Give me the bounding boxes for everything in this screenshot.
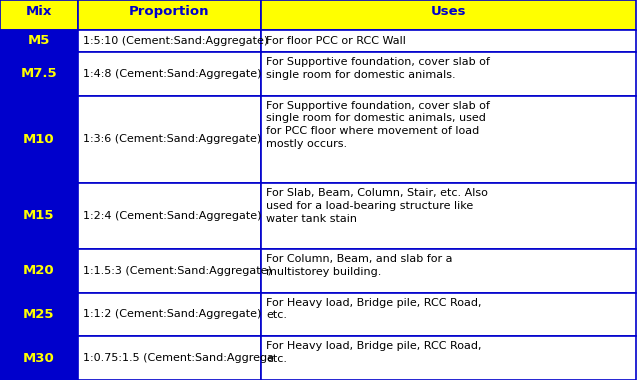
Bar bbox=[78, 30, 261, 52]
Text: 1:4:8 (Cement:Sand:Aggregate): 1:4:8 (Cement:Sand:Aggregate) bbox=[83, 69, 262, 79]
Text: 1:5:10 (Cement:Sand:Aggregate): 1:5:10 (Cement:Sand:Aggregate) bbox=[83, 36, 268, 46]
Text: For Heavy load, Bridge pile, RCC Road,
etc.: For Heavy load, Bridge pile, RCC Road, e… bbox=[266, 298, 481, 320]
Text: For Supportive foundation, cover slab of
single room for domestic animals.: For Supportive foundation, cover slab of… bbox=[266, 57, 490, 80]
Bar bbox=[261, 249, 636, 293]
Bar bbox=[261, 293, 636, 336]
Bar bbox=[261, 96, 636, 183]
Text: 1:0.75:1.5 (Cement:Sand:Aggrega: 1:0.75:1.5 (Cement:Sand:Aggrega bbox=[83, 353, 274, 363]
Bar bbox=[261, 30, 636, 52]
Text: Mix: Mix bbox=[26, 5, 52, 18]
Bar bbox=[78, 249, 261, 293]
Text: For Supportive foundation, cover slab of
single room for domestic animals, used
: For Supportive foundation, cover slab of… bbox=[266, 101, 490, 149]
Bar bbox=[0, 336, 78, 380]
Text: M10: M10 bbox=[23, 133, 55, 146]
Bar bbox=[261, 183, 636, 249]
Bar bbox=[0, 183, 78, 249]
Bar bbox=[78, 183, 261, 249]
Bar bbox=[0, 293, 78, 336]
Text: For Heavy load, Bridge pile, RCC Road,
etc.: For Heavy load, Bridge pile, RCC Road, e… bbox=[266, 341, 481, 364]
Bar bbox=[78, 0, 261, 30]
Bar bbox=[0, 96, 78, 183]
Text: For Column, Beam, and slab for a
multistorey building.: For Column, Beam, and slab for a multist… bbox=[266, 254, 453, 277]
Bar bbox=[78, 52, 261, 96]
Text: 1:1:2 (Cement:Sand:Aggregate): 1:1:2 (Cement:Sand:Aggregate) bbox=[83, 309, 262, 319]
Bar bbox=[0, 52, 78, 96]
Bar bbox=[78, 293, 261, 336]
Text: Uses: Uses bbox=[431, 5, 466, 18]
Bar bbox=[0, 249, 78, 293]
Text: M30: M30 bbox=[23, 352, 55, 365]
Text: For Slab, Beam, Column, Stair, etc. Also
used for a load-bearing structure like
: For Slab, Beam, Column, Stair, etc. Also… bbox=[266, 188, 488, 224]
Text: M7.5: M7.5 bbox=[21, 67, 57, 80]
Bar bbox=[261, 0, 636, 30]
Text: 1:3:6 (Cement:Sand:Aggregate): 1:3:6 (Cement:Sand:Aggregate) bbox=[83, 135, 262, 144]
Bar bbox=[0, 0, 78, 30]
Text: Proportion: Proportion bbox=[129, 5, 210, 18]
Bar bbox=[0, 30, 78, 52]
Text: M25: M25 bbox=[23, 308, 54, 321]
Text: M15: M15 bbox=[23, 209, 54, 222]
Bar bbox=[261, 336, 636, 380]
Text: 1:1.5:3 (Cement:Sand:Aggregate): 1:1.5:3 (Cement:Sand:Aggregate) bbox=[83, 266, 272, 276]
Bar bbox=[261, 52, 636, 96]
Bar bbox=[78, 96, 261, 183]
Text: M5: M5 bbox=[28, 35, 50, 48]
Text: For floor PCC or RCC Wall: For floor PCC or RCC Wall bbox=[266, 36, 406, 46]
Text: 1:2:4 (Cement:Sand:Aggregate): 1:2:4 (Cement:Sand:Aggregate) bbox=[83, 211, 262, 221]
Text: M20: M20 bbox=[23, 264, 55, 277]
Bar bbox=[78, 336, 261, 380]
